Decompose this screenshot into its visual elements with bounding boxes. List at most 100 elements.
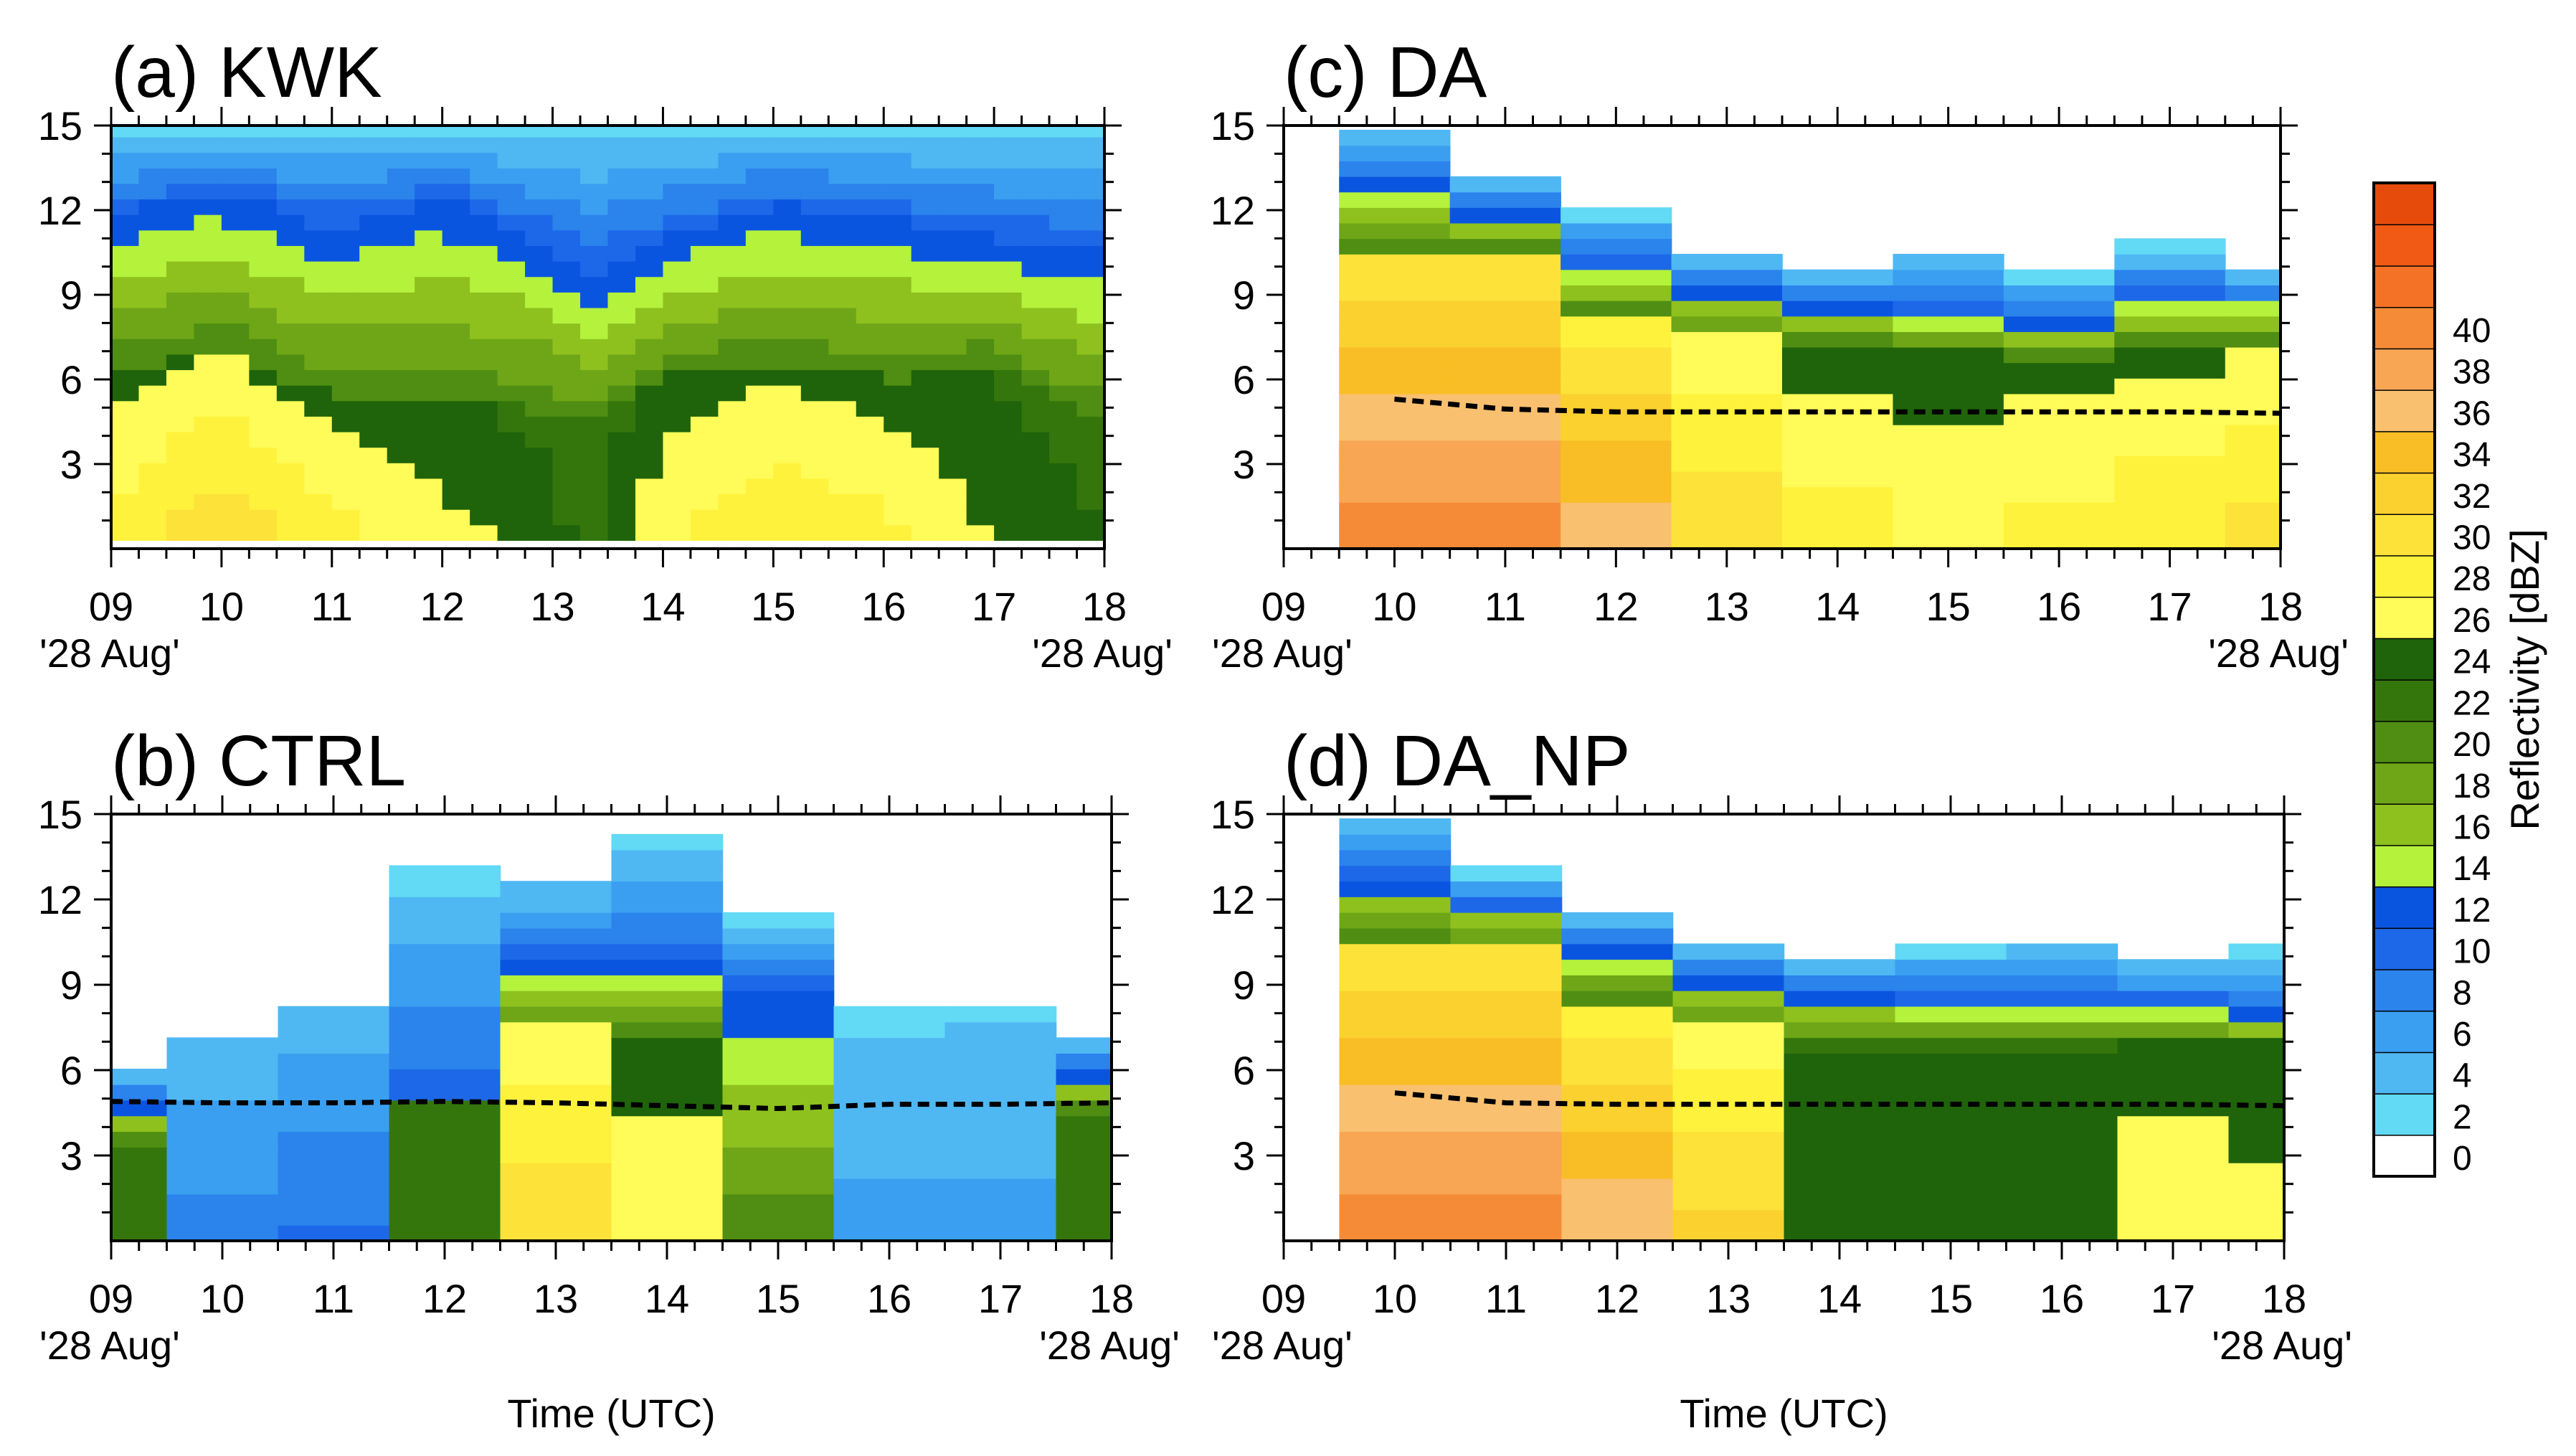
heat-cell xyxy=(690,400,719,417)
heat-cell xyxy=(1561,238,1672,255)
heat-cell xyxy=(2003,471,2116,488)
heat-cell xyxy=(994,168,1023,184)
heat-cell xyxy=(194,463,222,479)
heat-cell xyxy=(1021,245,1050,262)
heat-cell xyxy=(690,168,719,184)
heat-cell xyxy=(1076,369,1105,386)
heat-cell xyxy=(966,463,995,479)
heat-cell xyxy=(194,199,222,215)
heat-cell xyxy=(635,307,664,324)
heat-cell xyxy=(194,214,222,231)
heat-cell xyxy=(194,338,222,355)
heat-cell xyxy=(911,478,939,495)
heat-cell xyxy=(856,369,885,386)
y-tick-label: 12 xyxy=(38,188,82,233)
heat-cell xyxy=(1893,331,2004,348)
heat-cell xyxy=(1076,384,1105,402)
heat-cell xyxy=(884,199,912,215)
heat-cell xyxy=(497,168,526,184)
heat-cell xyxy=(2006,1084,2118,1101)
heat-cell xyxy=(2003,486,2116,503)
heat-cell xyxy=(111,354,140,371)
heat-cell xyxy=(607,214,636,231)
y-tick-label: 3 xyxy=(1233,442,1255,487)
heat-cell xyxy=(331,369,361,386)
heat-cell xyxy=(1561,253,1672,270)
heat-cell xyxy=(111,199,140,215)
heat-cell xyxy=(607,338,636,355)
heat-cell xyxy=(1049,431,1078,448)
heat-cell xyxy=(111,1069,168,1085)
heat-cell xyxy=(304,168,333,184)
heat-cell xyxy=(389,1115,501,1133)
heat-cell xyxy=(500,1193,612,1211)
heat-cell xyxy=(359,338,388,355)
heat-cell xyxy=(773,509,802,526)
heat-cell xyxy=(1671,285,1783,301)
heat-cell xyxy=(1339,1021,1452,1039)
heat-cell xyxy=(442,307,470,324)
heat-cell xyxy=(415,307,443,324)
x-tick-label: 10 xyxy=(1373,1276,1417,1321)
heat-cell xyxy=(580,168,609,184)
heat-cell xyxy=(2114,316,2226,332)
heat-cell xyxy=(939,199,967,215)
heat-cell xyxy=(966,524,995,541)
heat-cell xyxy=(497,183,526,200)
heat-cell xyxy=(1021,183,1050,200)
heat-cell xyxy=(856,183,885,200)
heat-cell xyxy=(607,323,636,339)
colorbar-swatch xyxy=(2373,679,2435,722)
heat-cell xyxy=(2117,1037,2230,1054)
heat-cell xyxy=(111,168,140,184)
heat-cell xyxy=(911,384,939,402)
heat-cell xyxy=(773,214,802,231)
heat-cell xyxy=(166,478,195,495)
heat-cell xyxy=(138,168,167,184)
heat-cell xyxy=(2006,1021,2118,1039)
heat-cell xyxy=(745,447,775,463)
heat-cell xyxy=(1672,1147,1785,1163)
heat-cell xyxy=(718,183,747,200)
heat-cell xyxy=(939,509,967,526)
heat-cell xyxy=(828,447,857,463)
heat-cell xyxy=(635,214,664,231)
heat-cell xyxy=(500,1162,612,1179)
heat-cell xyxy=(249,447,278,463)
heat-cell xyxy=(939,431,967,448)
heat-cell xyxy=(856,276,885,293)
heat-cell xyxy=(2117,1069,2230,1085)
heat-cell xyxy=(359,292,388,308)
heat-cell xyxy=(387,369,415,386)
heat-cell xyxy=(718,245,747,262)
heat-cell xyxy=(1021,463,1050,479)
heat-cell xyxy=(884,478,912,495)
heat-cell xyxy=(331,509,361,526)
heat-cell xyxy=(1895,1115,2007,1133)
heat-cell xyxy=(249,323,278,339)
heat-cell xyxy=(194,416,222,432)
heat-cell xyxy=(221,447,250,463)
heat-cell xyxy=(1450,959,1563,975)
heat-cell xyxy=(359,384,388,402)
heat-cell xyxy=(884,323,912,339)
heat-cell xyxy=(2225,362,2281,379)
y-tick-label: 15 xyxy=(1211,103,1255,148)
heat-cell xyxy=(911,400,939,417)
heat-cell xyxy=(1339,502,1451,519)
heat-cell xyxy=(663,478,691,495)
heat-cell xyxy=(1450,927,1563,945)
heat-cell xyxy=(611,1037,724,1054)
heat-cell xyxy=(1895,1178,2007,1195)
heat-cell xyxy=(944,1037,1057,1054)
heat-cell xyxy=(800,354,830,371)
heat-cell xyxy=(111,245,140,262)
y-tick-label: 9 xyxy=(1233,273,1255,318)
heat-cell xyxy=(828,400,857,417)
heat-cell xyxy=(722,1131,835,1148)
heat-cell xyxy=(911,307,939,324)
heat-cell xyxy=(939,400,967,417)
heat-cell xyxy=(1339,207,1451,224)
heat-cell xyxy=(442,463,470,479)
heat-cell xyxy=(994,245,1023,262)
